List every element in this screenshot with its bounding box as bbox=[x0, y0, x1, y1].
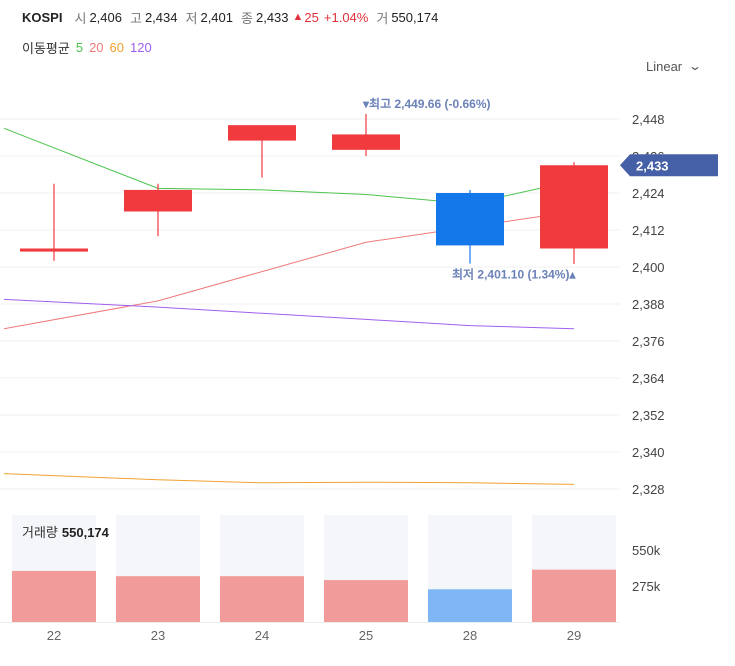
y-tick-label: 2,364 bbox=[632, 371, 665, 386]
close-value: 2,433 bbox=[255, 9, 289, 25]
scale-selector[interactable]: Linear ⌄ bbox=[646, 56, 703, 76]
current-price-tag bbox=[620, 154, 718, 177]
close-label: 종 bbox=[241, 10, 253, 26]
volume-panel-value: 550,174 bbox=[61, 525, 109, 540]
y-tick-label: 2,400 bbox=[632, 260, 665, 275]
chevron-down-icon: ⌄ bbox=[688, 59, 703, 73]
x-tick-label: 24 bbox=[255, 628, 269, 643]
y-tick-label: 2,352 bbox=[632, 408, 665, 423]
ma-120-line bbox=[3, 298, 575, 330]
volume-panel-label: 거래량 550,174 bbox=[22, 522, 109, 541]
candle-body bbox=[20, 248, 88, 252]
volume-tick-label: 275k bbox=[632, 579, 661, 594]
ma-120-legend[interactable]: 120 bbox=[130, 39, 152, 55]
change-percent: +1.04% bbox=[323, 9, 369, 25]
y-tick-label: 2,448 bbox=[632, 112, 665, 127]
change-value: 25 bbox=[304, 9, 319, 25]
volume-bar bbox=[12, 570, 96, 622]
candle-body bbox=[540, 165, 608, 249]
ma-20-legend[interactable]: 20 bbox=[89, 39, 104, 55]
x-tick-label: 29 bbox=[567, 628, 581, 643]
price-header: KOSPI 시 2,406 고 2,434 저 2,401 종 2,433 ▲ … bbox=[22, 7, 446, 27]
volume-label: 거 bbox=[376, 10, 389, 26]
open-label: 시 bbox=[74, 10, 87, 26]
low-label: 저 bbox=[185, 10, 198, 26]
volume-bar bbox=[324, 580, 408, 622]
volume-bar bbox=[220, 576, 304, 622]
x-tick-label: 23 bbox=[151, 628, 165, 643]
volume-bar bbox=[428, 589, 512, 622]
candle-body bbox=[124, 189, 192, 212]
x-tick-label: 25 bbox=[359, 628, 373, 643]
ma-5-legend[interactable]: 5 bbox=[75, 39, 84, 55]
low-annotation: 최저 2,401.10 (1.34%)▴ bbox=[452, 267, 576, 282]
y-tick-label: 2,340 bbox=[632, 445, 665, 460]
y-tick-label: 2,328 bbox=[632, 482, 665, 497]
volume-bar bbox=[532, 569, 616, 622]
y-tick-label: 2,376 bbox=[632, 334, 665, 349]
ma-60-legend[interactable]: 60 bbox=[109, 39, 125, 55]
moving-average-title: 이동평균 bbox=[22, 40, 70, 56]
x-tick-label: 28 bbox=[463, 628, 477, 643]
high-annotation: ▾최고 2,449.66 (-0.66%) bbox=[362, 96, 491, 111]
symbol-name: KOSPI bbox=[22, 9, 63, 25]
ma-60-line bbox=[3, 473, 575, 485]
candle-body bbox=[332, 134, 400, 150]
volume-bar bbox=[116, 576, 200, 622]
volume-tick-label: 550k bbox=[632, 543, 661, 558]
volume-value: 550,174 bbox=[391, 9, 439, 25]
current-price-value: 2,433 bbox=[636, 158, 669, 173]
candle-body bbox=[228, 125, 296, 141]
x-tick-label: 22 bbox=[47, 628, 61, 643]
y-tick-label: 2,424 bbox=[632, 186, 665, 201]
high-label: 고 bbox=[129, 10, 142, 26]
y-tick-label: 2,388 bbox=[632, 297, 665, 312]
open-value: 2,406 bbox=[89, 9, 122, 25]
low-value: 2,401 bbox=[200, 9, 234, 25]
volume-panel-title: 거래량 bbox=[22, 525, 58, 540]
high-value: 2,434 bbox=[144, 9, 178, 25]
y-tick-label: 2,412 bbox=[632, 223, 665, 238]
change-up-icon: ▲ bbox=[292, 11, 304, 23]
candle-body bbox=[436, 193, 504, 246]
moving-average-legend: 이동평균 5 20 60 120 bbox=[22, 38, 158, 56]
scale-selector-label: Linear bbox=[646, 58, 683, 74]
